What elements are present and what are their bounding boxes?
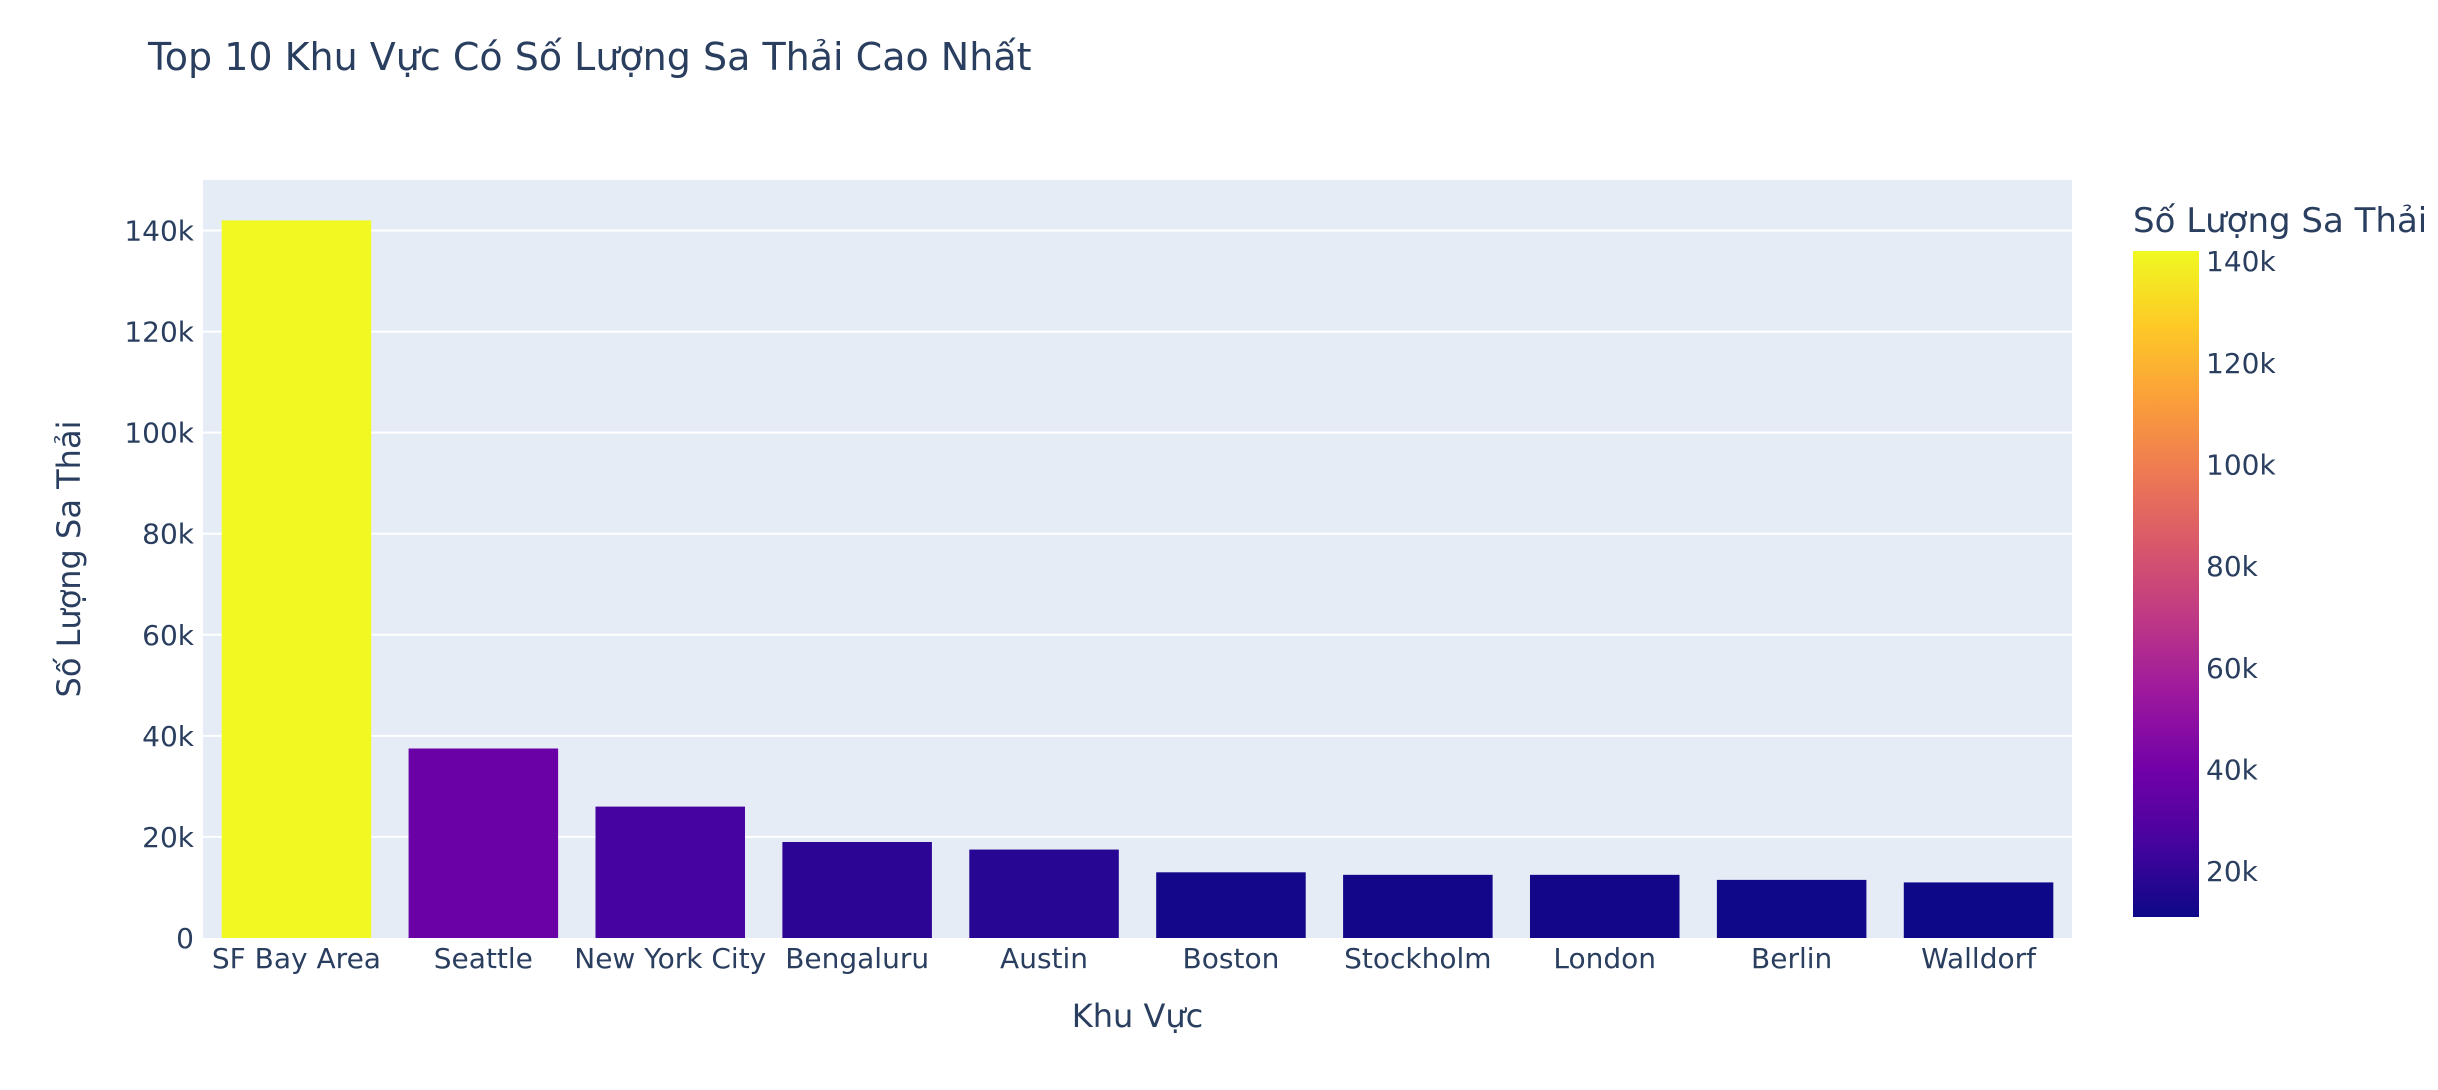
y-tick-label: 100k	[124, 417, 194, 450]
bar[interactable]	[1903, 882, 2054, 938]
colorbar-title: Số Lượng Sa Thải	[2133, 201, 2427, 241]
colorbar-tick-label: 60k	[2206, 652, 2259, 685]
colorbar-tick-label: 40k	[2206, 754, 2259, 787]
bar[interactable]	[595, 806, 746, 938]
x-tick-label: Seattle	[434, 942, 533, 975]
x-tick-label: Walldorf	[1921, 942, 2037, 975]
colorbar-tick-label: 20k	[2206, 855, 2259, 888]
bar[interactable]	[1529, 874, 1680, 938]
bars	[221, 220, 2054, 939]
x-tick-label: Austin	[1000, 942, 1088, 975]
x-axis-ticks: SF Bay Area Seattle New York City Bengaluru…	[212, 942, 2037, 975]
y-tick-label: 140k	[124, 215, 194, 248]
x-tick-label: Stockholm	[1344, 942, 1491, 975]
x-tick-label: Berlin	[1751, 942, 1832, 975]
y-tick-label: 40k	[142, 720, 195, 753]
y-tick-label: 20k	[142, 821, 195, 854]
x-tick-label: Bengaluru	[785, 942, 929, 975]
colorbar-tick-label: 140k	[2206, 245, 2276, 278]
y-tick-label: 0	[176, 922, 194, 955]
x-tick-label: London	[1553, 942, 1656, 975]
colorbar-tick-label: 120k	[2206, 347, 2276, 380]
y-axis-ticks: 0 20k 40k 60k 80k 100k 120k 140k	[124, 215, 194, 955]
x-tick-label: New York City	[574, 942, 766, 975]
y-tick-label: 80k	[142, 518, 195, 551]
y-tick-label: 60k	[142, 619, 195, 652]
bar[interactable]	[1156, 872, 1306, 938]
colorbar: Số Lượng Sa Thải 20k 40k 60k 80k 100k 120k 140…	[2133, 201, 2427, 917]
x-tick-label: Boston	[1183, 942, 1280, 975]
chart-title: Top 10 Khu Vực Có Số Lượng Sa Thải Cao N…	[147, 35, 1032, 79]
bar[interactable]	[969, 849, 1119, 938]
colorbar-tick-label: 100k	[2206, 449, 2276, 482]
x-axis-title: Khu Vực	[1072, 997, 1203, 1035]
colorbar-ticks: 20k 40k 60k 80k 100k 120k 140k	[2206, 245, 2276, 888]
bar[interactable]	[782, 841, 932, 938]
bar[interactable]	[221, 220, 372, 939]
y-axis-title: Số Lượng Sa Thải	[50, 421, 88, 698]
x-tick-label: SF Bay Area	[212, 942, 381, 975]
colorbar-gradient	[2133, 251, 2199, 917]
bar[interactable]	[1716, 879, 1867, 938]
bar[interactable]	[1343, 874, 1493, 938]
colorbar-tick-label: 80k	[2206, 550, 2259, 583]
y-tick-label: 120k	[124, 316, 194, 349]
bar[interactable]	[408, 748, 559, 939]
